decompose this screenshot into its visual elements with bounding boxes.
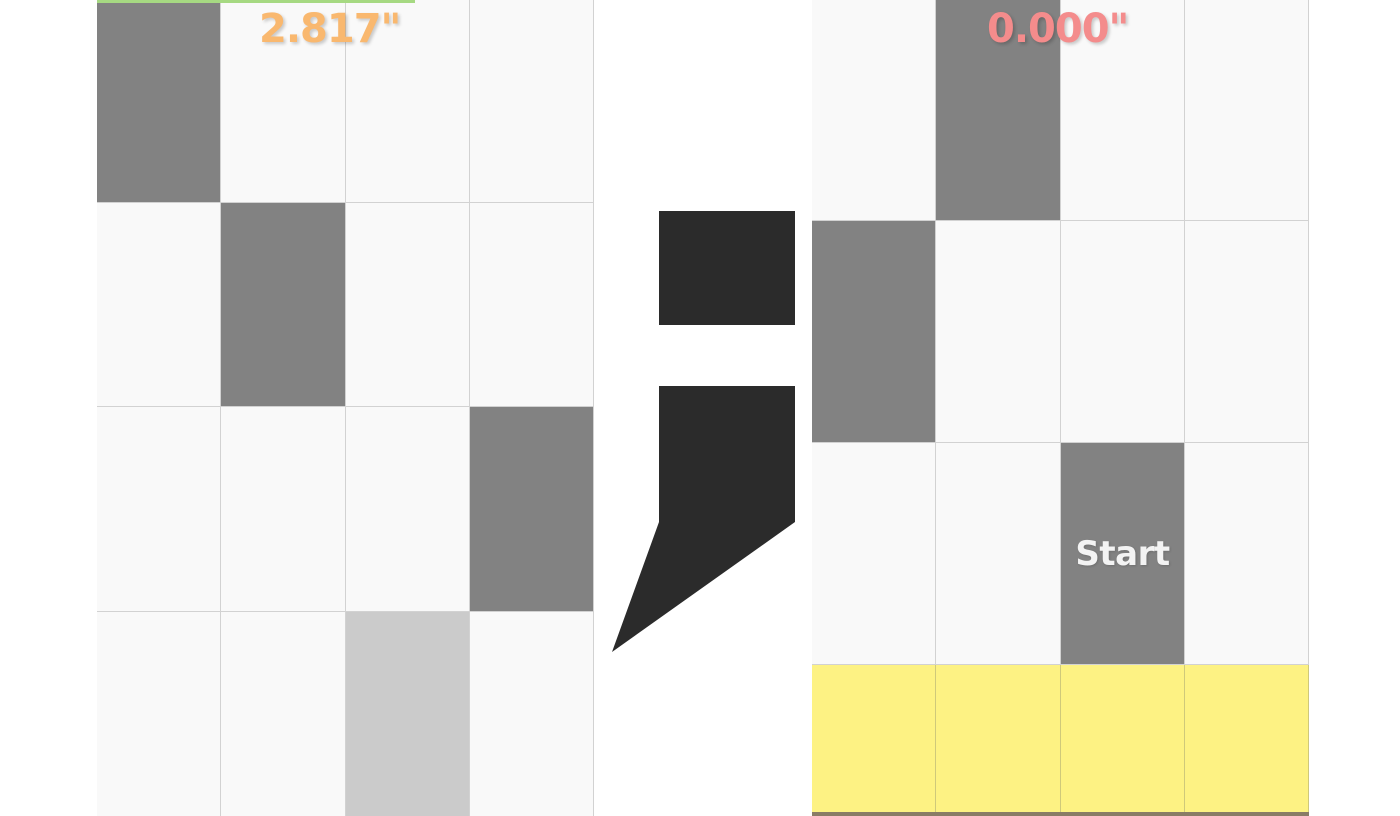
black-tile[interactable] [936,0,1061,221]
white-tile[interactable] [97,407,221,612]
black-tile[interactable] [221,203,346,407]
start-label: Start [1075,533,1170,574]
black-tile[interactable] [812,221,936,443]
white-tile[interactable] [470,0,594,203]
white-tile[interactable] [470,612,594,816]
white-tile[interactable] [812,443,936,665]
white-tile[interactable] [221,612,346,816]
white-tile[interactable] [1185,443,1309,665]
yellow-tile[interactable] [936,665,1061,816]
semicolon-divider-icon [612,211,795,652]
white-tile[interactable] [346,203,470,407]
yellow-tile[interactable] [812,665,936,816]
black-tile[interactable] [97,0,221,203]
black-tile[interactable] [470,407,594,612]
floor-strip [812,812,1309,816]
elapsed-timer: 2.817" [259,6,401,52]
white-tile[interactable] [1185,0,1309,221]
white-tile[interactable] [221,0,346,203]
white-tile[interactable] [97,203,221,407]
left-game-board: 2.817" [97,0,594,816]
start-tile[interactable]: Start [1061,443,1185,665]
white-tile[interactable] [346,0,470,203]
white-tile[interactable] [470,203,594,407]
white-tile[interactable] [97,612,221,816]
progress-bar [97,0,415,3]
white-tile[interactable] [346,407,470,612]
yellow-tile[interactable] [1185,665,1309,816]
white-tile[interactable] [936,221,1061,443]
tapped-tile[interactable] [346,612,470,816]
right-game-board: Start 0.000" [812,0,1309,816]
yellow-tile[interactable] [1061,665,1185,816]
elapsed-timer: 0.000" [987,6,1129,52]
white-tile[interactable] [1061,0,1185,221]
white-tile[interactable] [1185,221,1309,443]
white-tile[interactable] [936,443,1061,665]
white-tile[interactable] [221,407,346,612]
white-tile[interactable] [812,0,936,221]
white-tile[interactable] [1061,221,1185,443]
